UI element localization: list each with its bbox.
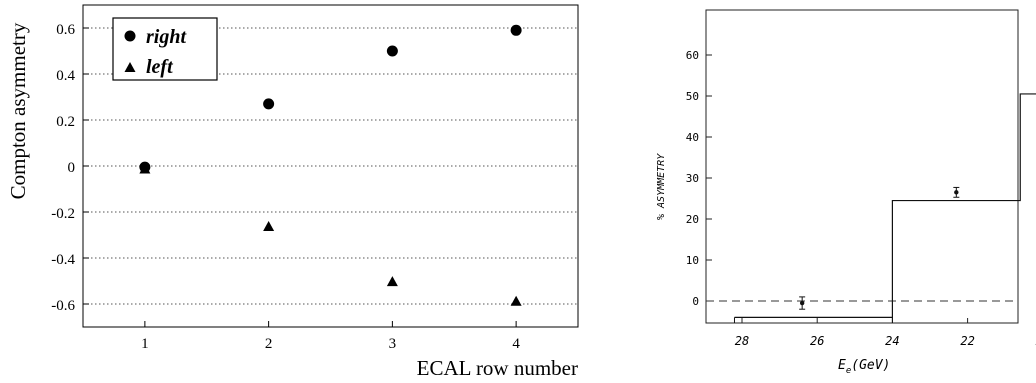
left-x-tick-label: 2 bbox=[265, 336, 273, 352]
left-ticks: -0.6 -0.4 -0.2 0 0.2 0.4 0.6 1 2 3 4 bbox=[51, 22, 520, 352]
right-x-tick-label: 26 bbox=[810, 334, 824, 348]
left-y-axis-label: Compton asymmetry bbox=[6, 22, 30, 199]
left-series-point bbox=[386, 276, 398, 287]
legend-circle-marker bbox=[124, 30, 136, 42]
right-x-tick-label: 22 bbox=[960, 334, 974, 348]
left-x-tick-label: 3 bbox=[389, 336, 397, 352]
legend-label-left: left bbox=[146, 56, 174, 78]
legend-label-right: right bbox=[146, 26, 187, 48]
left-x-axis-label: ECAL row number bbox=[417, 356, 578, 380]
left-data-points bbox=[139, 24, 522, 306]
right-ticks: 010203040506028262422201816 bbox=[686, 49, 1036, 348]
left-series-point bbox=[510, 295, 522, 306]
left-y-tick-label: -0.6 bbox=[51, 298, 75, 314]
right-series-point bbox=[510, 24, 522, 36]
right-x-axis-label: Ee(GeV) bbox=[838, 358, 890, 376]
right-chart: 010203040506028262422201816 % ASYMMETRY … bbox=[656, 9, 1036, 376]
left-y-tick-label: 0.2 bbox=[56, 114, 75, 130]
left-series-point bbox=[263, 220, 275, 231]
right-y-tick-label: 60 bbox=[686, 49, 699, 62]
right-y-tick-label: 20 bbox=[686, 213, 699, 226]
right-histogram bbox=[706, 93, 1036, 323]
left-x-tick-label: 1 bbox=[141, 336, 149, 352]
left-legend: right left bbox=[112, 17, 218, 81]
right-y-tick-label: 40 bbox=[686, 131, 699, 144]
legend-triangle-marker bbox=[124, 62, 136, 72]
left-y-tick-label: -0.2 bbox=[51, 206, 75, 222]
right-series-point bbox=[386, 45, 398, 57]
left-y-tick-label: 0 bbox=[68, 160, 76, 176]
asymmetry-point bbox=[799, 300, 805, 306]
left-y-tick-label: 0.4 bbox=[56, 68, 75, 84]
right-x-tick-label: 28 bbox=[735, 334, 749, 348]
right-series-point bbox=[263, 98, 275, 110]
right-y-tick-label: 30 bbox=[686, 172, 699, 185]
right-y-tick-label: 0 bbox=[692, 295, 699, 308]
right-x-tick-label: 24 bbox=[885, 334, 899, 348]
right-plot-frame bbox=[705, 9, 1019, 324]
histogram-steps bbox=[734, 93, 1036, 318]
left-chart: -0.6 -0.4 -0.2 0 0.2 0.4 0.6 1 2 3 4 right left Co… bbox=[6, 4, 579, 380]
right-series-point bbox=[139, 161, 151, 173]
left-x-tick-label: 4 bbox=[512, 336, 520, 352]
left-gridlines bbox=[83, 27, 578, 305]
right-y-tick-label: 10 bbox=[686, 254, 699, 267]
right-y-tick-label: 50 bbox=[686, 90, 699, 103]
asymmetry-point bbox=[954, 190, 959, 195]
left-y-tick-label: -0.4 bbox=[51, 252, 75, 268]
right-y-axis-label: % ASYMMETRY bbox=[656, 153, 667, 220]
left-y-tick-label: 0.6 bbox=[56, 22, 75, 38]
right-data-points bbox=[799, 186, 960, 310]
